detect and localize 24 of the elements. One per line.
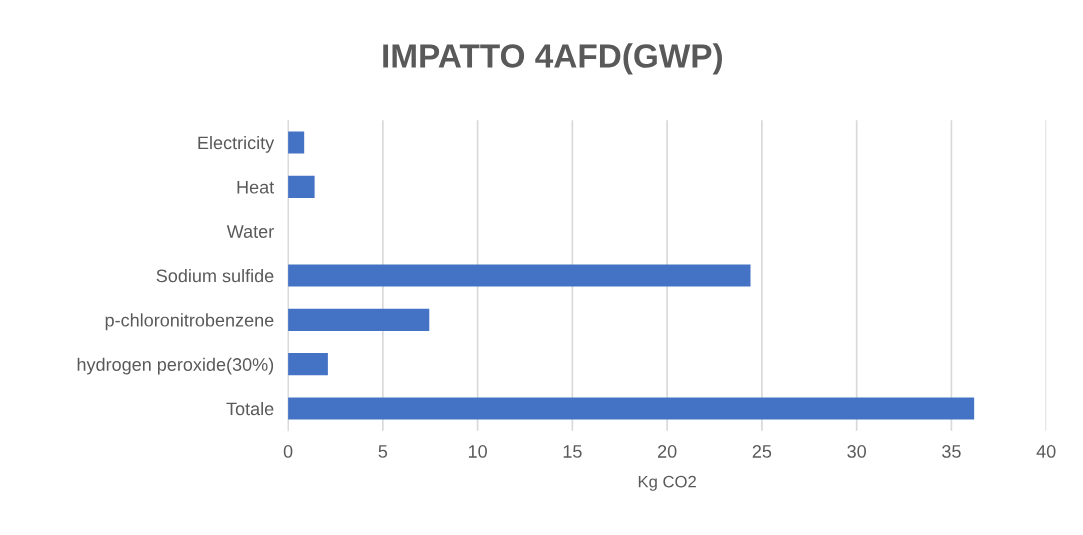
bar (288, 175, 315, 198)
chart-title: IMPATTO 4AFD(GWP) (383, 43, 722, 75)
y-tick-label: Electricity (198, 136, 275, 153)
y-tick-label: Sodium sulfide (156, 268, 274, 283)
bar (288, 131, 305, 154)
y-tick-label: p-chloronitrobenzene (105, 313, 274, 331)
x-tick-label: 30 (847, 445, 866, 458)
x-axis-title: Kg CO2 (638, 475, 696, 491)
bar (288, 397, 975, 420)
y-tick-label: Heat (237, 180, 275, 194)
x-tick-label: 5 (378, 445, 388, 458)
x-tick-label: 35 (942, 445, 961, 458)
x-tick-label: 20 (658, 445, 677, 458)
y-tick-label: Water (226, 225, 274, 238)
x-tick-label: 10 (468, 445, 487, 458)
y-tick-label: hydrogen peroxide(30%) (77, 357, 274, 375)
bar (288, 264, 751, 287)
y-tick-label: Totale (226, 401, 274, 416)
bar (288, 353, 328, 376)
bar (288, 308, 430, 331)
x-tick-label: 15 (563, 445, 582, 458)
x-tick-label: 40 (1036, 445, 1056, 458)
x-tick-label: 0 (283, 445, 293, 458)
x-tick-label: 25 (752, 445, 772, 458)
